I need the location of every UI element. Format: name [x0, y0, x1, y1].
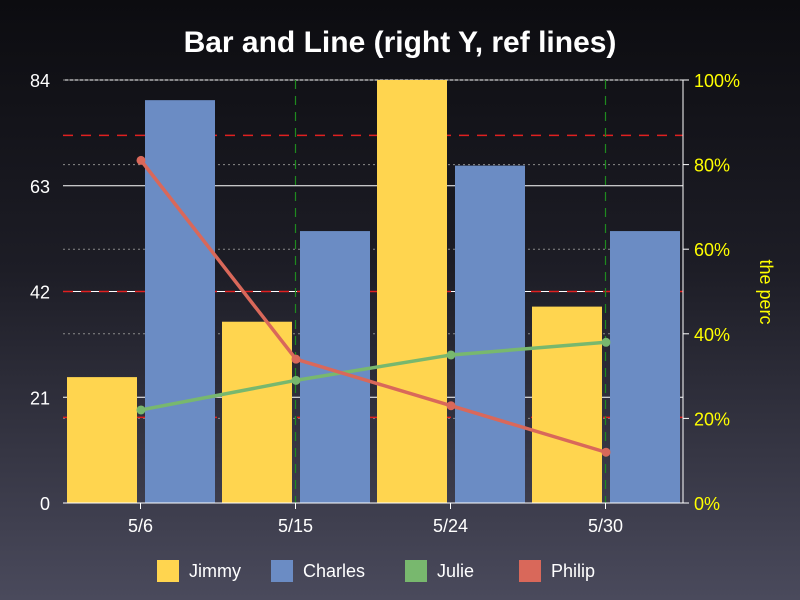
bar-charles: [610, 231, 680, 504]
axes-layer: 0 21 42 63 84 0% 20% 40% 60% 80% 100% 5/6 5/15 5/24 5/…: [30, 71, 740, 536]
point-philip: [136, 155, 146, 165]
right-axis-tick-label: 60%: [694, 240, 730, 260]
left-axis-tick-label: 42: [30, 283, 50, 303]
x-axis-tick-label: 5/24: [433, 516, 468, 536]
right-axis-tick-label: 80%: [694, 156, 730, 176]
left-axis-tick-label: 0: [40, 494, 50, 514]
point-julie: [446, 350, 456, 360]
right-axis-tick-label: 0%: [694, 494, 720, 514]
legend-label: Charles: [303, 561, 365, 581]
left-axis-tick-label: 21: [30, 388, 50, 408]
legend-label: Jimmy: [189, 561, 241, 581]
point-philip: [446, 401, 456, 411]
bar-jimmy: [532, 306, 602, 503]
bar-charles: [145, 100, 215, 504]
chart-title: Bar and Line (right Y, ref lines): [184, 26, 617, 59]
point-philip: [291, 354, 301, 364]
legend-item-julie: Julie: [405, 560, 474, 582]
bar-jimmy: [67, 377, 137, 503]
right-axis-tick-label: 100%: [694, 71, 740, 91]
x-axis-tick-label: 5/15: [278, 516, 313, 536]
legend-swatch: [271, 560, 293, 582]
legend-item-jimmy: Jimmy: [157, 560, 241, 582]
legend-swatch: [405, 560, 427, 582]
legend: Jimmy Charles Julie Philip: [157, 560, 595, 582]
legend-label: Philip: [551, 561, 595, 581]
point-julie: [291, 375, 301, 385]
bar-charles: [455, 165, 525, 503]
line-julie: [140, 340, 607, 412]
line-philip: [139, 159, 607, 454]
bar-jimmy: [222, 321, 292, 503]
reference-lines: [63, 80, 683, 503]
right-axis-tick-label: 40%: [694, 325, 730, 345]
right-axis-tick-label: 20%: [694, 409, 730, 429]
point-julie: [601, 337, 611, 347]
x-axis-tick-label: 5/6: [128, 516, 153, 536]
bar-jimmy: [377, 80, 447, 503]
legend-swatch: [519, 560, 541, 582]
legend-label: Julie: [437, 561, 474, 581]
bar-charles: [300, 231, 370, 504]
lines-layer: [136, 155, 611, 457]
legend-item-philip: Philip: [519, 560, 595, 582]
legend-item-charles: Charles: [271, 560, 365, 582]
point-philip: [601, 447, 611, 457]
point-julie: [136, 405, 146, 415]
left-axis-tick-label: 63: [30, 177, 50, 197]
left-axis-tick-label: 84: [30, 71, 50, 91]
bars-layer: [67, 80, 680, 504]
legend-swatch: [157, 560, 179, 582]
right-axis-label: the perc: [756, 259, 776, 324]
x-axis-tick-label: 5/30: [588, 516, 623, 536]
